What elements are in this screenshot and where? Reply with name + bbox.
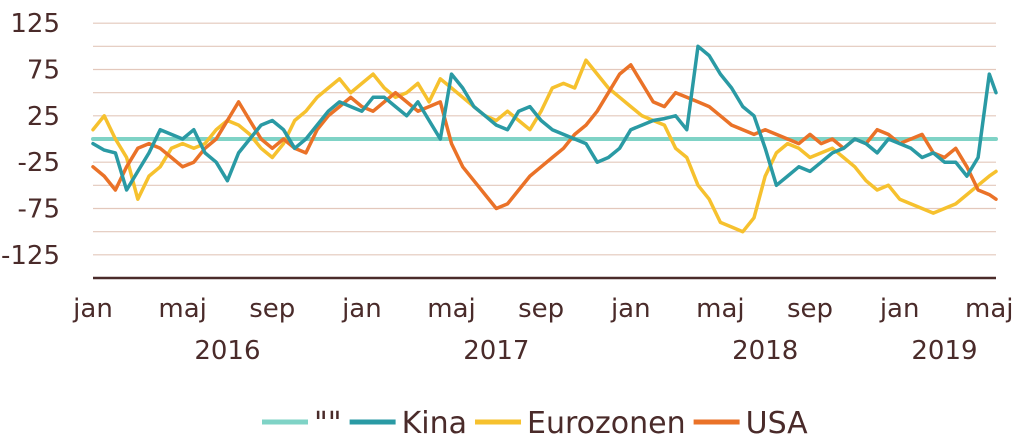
- legend-label: Kina: [402, 406, 467, 441]
- x-tick-label: maj: [158, 294, 206, 324]
- x-tick-label: jan: [341, 294, 382, 324]
- legend: "" Kina Eurozonen USA: [262, 406, 808, 441]
- x-tick-label: sep: [787, 294, 833, 324]
- x-tick-label: jan: [610, 294, 651, 324]
- y-axis: 125 75 25 -25 -75 -125: [1, 9, 60, 271]
- x-year-label: 2016: [194, 336, 260, 366]
- x-tick-label: maj: [427, 294, 475, 324]
- x-axis: jan maj sep jan maj sep jan maj sep jan maj 2016 201…: [72, 294, 1013, 366]
- series-line-kina: [91, 44, 998, 192]
- legend-entry: USA: [693, 406, 809, 441]
- x-year-label: 2018: [732, 336, 798, 366]
- x-tick-label: jan: [879, 294, 920, 324]
- y-tick-label: -25: [18, 148, 60, 178]
- legend-label: "": [314, 406, 342, 441]
- legend-entry: Kina: [349, 406, 467, 441]
- y-tick-label: 75: [27, 56, 60, 86]
- y-tick-label: 125: [10, 9, 60, 39]
- x-tick-label: maj: [965, 294, 1013, 324]
- legend-label: Eurozonen: [527, 406, 686, 441]
- series-lines: [91, 44, 998, 234]
- y-tick-label: -125: [1, 241, 60, 271]
- x-tick-label: sep: [518, 294, 564, 324]
- gridlines: [93, 22, 996, 279]
- series-line-usa: [91, 63, 998, 211]
- legend-entry: Eurozonen: [475, 406, 686, 441]
- legend-label: USA: [746, 406, 809, 441]
- legend-entry: "": [262, 406, 342, 441]
- y-tick-label: -75: [18, 195, 60, 225]
- series-line-eurozonen: [91, 58, 998, 234]
- x-tick-label: maj: [696, 294, 744, 324]
- x-tick-label: sep: [249, 294, 295, 324]
- y-tick-label: 25: [27, 102, 60, 132]
- x-tick-label: jan: [72, 294, 113, 324]
- x-year-label: 2019: [911, 336, 977, 366]
- x-year-label: 2017: [463, 336, 529, 366]
